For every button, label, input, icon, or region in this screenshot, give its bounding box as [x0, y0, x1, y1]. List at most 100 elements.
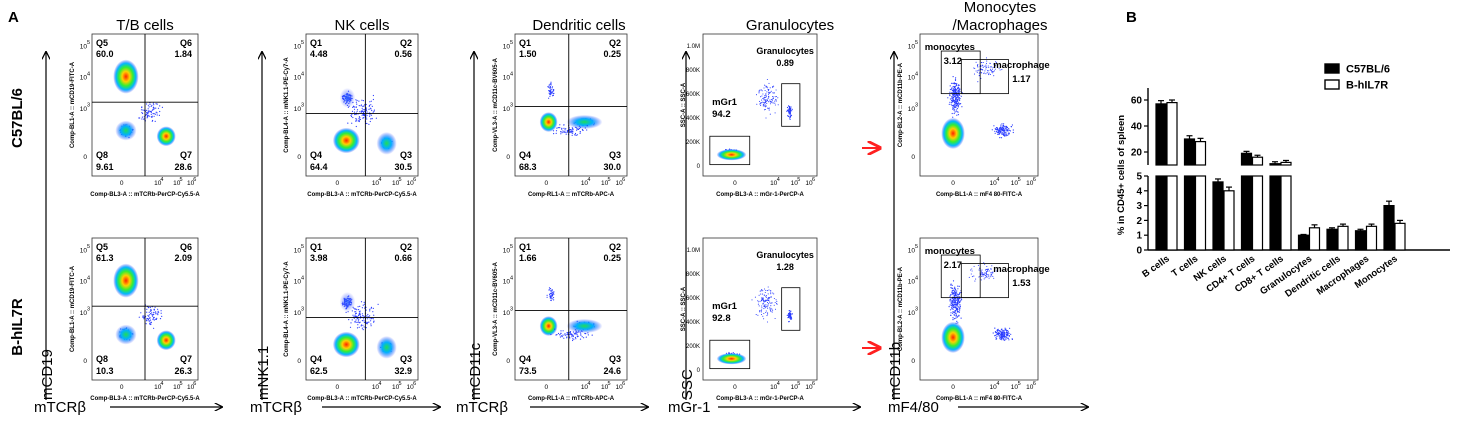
- event-dot: [551, 296, 553, 298]
- quadrant-value: 24.6: [603, 366, 621, 376]
- event-dot: [770, 296, 772, 299]
- event-dot: [1006, 126, 1009, 129]
- event-dot: [359, 321, 361, 323]
- column-title-4: Monocytes/Macrophages: [952, 0, 1047, 34]
- event-dot: [362, 304, 364, 306]
- event-dot: [955, 91, 957, 93]
- macrophage-value: 1.17: [1012, 74, 1031, 85]
- event-dot: [954, 105, 956, 107]
- event-dot: [766, 321, 769, 323]
- event-dot: [552, 95, 554, 97]
- event-dot: [952, 88, 955, 90]
- event-dot: [998, 133, 1000, 135]
- quadrant-name: Q2: [400, 242, 412, 252]
- event-dot: [148, 320, 150, 322]
- event-dot: [361, 99, 363, 101]
- event-dot: [768, 91, 770, 93]
- event-dot: [562, 330, 564, 332]
- flow-x-tick: 10: [187, 180, 195, 187]
- event-dot: [359, 111, 361, 113]
- event-dot: [576, 134, 579, 136]
- event-dot: [349, 326, 352, 328]
- event-dot: [767, 298, 769, 300]
- event-dot: [767, 313, 769, 315]
- event-dot: [765, 304, 767, 306]
- event-dot: [956, 104, 958, 106]
- event-dot: [356, 110, 358, 112]
- event-dot: [368, 123, 370, 125]
- event-dot: [764, 99, 766, 102]
- column-title-0: T/B cells: [116, 17, 174, 34]
- event-dot: [759, 89, 761, 91]
- event-dot: [351, 319, 353, 321]
- event-dot: [561, 132, 563, 134]
- event-dot: [761, 99, 763, 101]
- mgr1-label: mGr1: [712, 97, 738, 108]
- quadrant-name: Q5: [96, 38, 108, 48]
- event-dot: [1003, 134, 1005, 136]
- event-dot: [764, 108, 766, 111]
- side-axis-label-2: mCD11c: [467, 342, 484, 400]
- event-dot: [359, 312, 361, 314]
- event-dot: [150, 321, 152, 323]
- event-dot: [140, 109, 143, 111]
- event-dot: [954, 78, 957, 80]
- flow-x-tick: 4: [160, 381, 163, 387]
- event-dot: [143, 318, 145, 320]
- event-dot: [352, 306, 354, 308]
- flow-x-tick: 0: [951, 180, 955, 187]
- event-dot: [148, 110, 150, 112]
- event-dot: [956, 108, 959, 110]
- event-dot: [953, 90, 955, 93]
- density-core: [115, 120, 137, 141]
- event-dot: [570, 333, 572, 335]
- event-dot: [355, 311, 357, 313]
- flow-x-tick: 6: [193, 381, 196, 387]
- event-dot: [769, 113, 771, 115]
- event-dot: [954, 82, 956, 85]
- event-dot: [987, 65, 989, 67]
- flow-x-tick: 5: [399, 381, 402, 387]
- event-dot: [550, 92, 553, 94]
- event-dot: [761, 309, 763, 311]
- event-dot: [357, 320, 360, 322]
- flow-y-tick: 10: [80, 75, 88, 82]
- event-dot: [570, 129, 572, 131]
- event-dot: [766, 299, 769, 301]
- event-dot: [153, 311, 155, 314]
- event-dot: [1002, 133, 1004, 136]
- event-dot: [151, 312, 153, 314]
- event-dot: [351, 113, 353, 115]
- event-dot: [563, 124, 565, 126]
- event-dot: [987, 70, 989, 72]
- event-dot: [571, 333, 573, 335]
- event-dot: [145, 323, 147, 325]
- event-dot: [575, 330, 578, 332]
- event-dot: [556, 334, 558, 336]
- quadrant-name: Q4: [310, 354, 322, 364]
- event-dot: [762, 303, 764, 305]
- event-dot: [957, 104, 960, 106]
- event-dot: [368, 104, 371, 106]
- event-dot: [361, 110, 363, 112]
- flow-x-tick: 10: [581, 384, 589, 391]
- bottom-axis-label-4: mF4/80: [888, 399, 939, 416]
- event-dot: [791, 318, 793, 320]
- event-dot: [997, 129, 999, 132]
- flow-y-tick: 4: [510, 275, 513, 281]
- event-dot: [954, 111, 956, 113]
- event-dot: [362, 315, 364, 317]
- event-dot: [991, 71, 993, 73]
- event-dot: [981, 64, 983, 66]
- event-dot: [960, 300, 962, 302]
- event-dot: [354, 321, 356, 323]
- event-dot: [1000, 131, 1002, 133]
- flow-x-tick: 10: [173, 180, 181, 187]
- event-dot: [549, 95, 551, 97]
- event-dot: [560, 330, 562, 332]
- quadrant-value: 30.5: [394, 162, 412, 172]
- event-dot: [985, 64, 987, 66]
- event-dot: [788, 115, 790, 117]
- event-dot: [369, 114, 371, 116]
